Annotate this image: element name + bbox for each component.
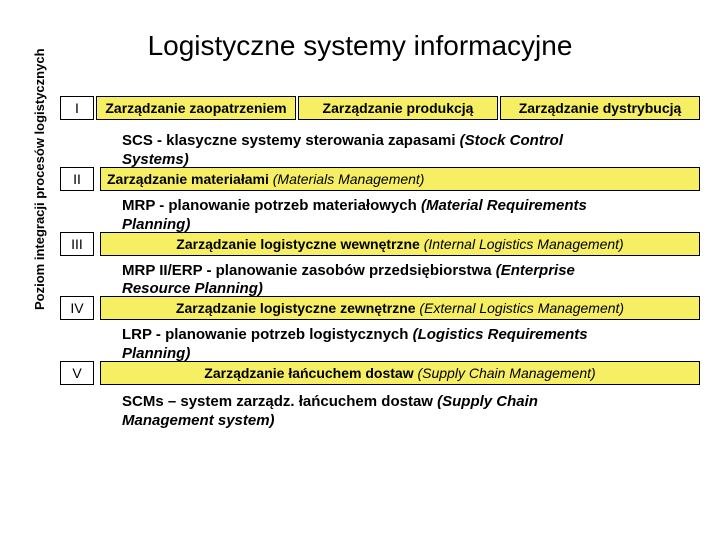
level-iv-box: Zarządzanie logistyczne zewnętrzne (Exte… <box>100 296 700 320</box>
level-iii-desc: MRP - planowanie potrzeb materiałowych (… <box>60 191 700 234</box>
level-iv-desc: MRP II/ERP - planowanie zasobów przedsię… <box>60 256 700 299</box>
level-v-desc: LRP - planowanie potrzeb logistycznych (… <box>60 320 700 363</box>
scs-bold: SCS <box>122 132 153 149</box>
scs-rest: - klasyczne systemy sterowania zapasami <box>153 132 460 149</box>
footer-italic: (Supply Chain <box>437 393 538 410</box>
level-ii-label: II <box>60 167 94 191</box>
mrp2-italic: (Enterprise <box>496 262 575 279</box>
lrp-italic: (Logistics Requirements <box>413 326 588 343</box>
level-iii-label: III <box>60 232 94 256</box>
level-ii-box-italic: (Materials Management) <box>273 171 425 187</box>
level-v-row: V Zarządzanie łańcuchem dostaw (Supply C… <box>60 361 700 385</box>
footer-line2: Management system) <box>122 412 275 429</box>
level-iv-label: IV <box>60 296 94 320</box>
level-v-box-main: Zarządzanie łańcuchem dostaw <box>204 365 417 381</box>
level-i-label: I <box>60 96 94 120</box>
level-iii-box: Zarządzanie logistyczne wewnętrzne (Inte… <box>100 232 700 256</box>
mrp-bold: MRP <box>122 197 155 214</box>
level-v-box: Zarządzanie łańcuchem dostaw (Supply Cha… <box>100 361 700 385</box>
level-ii-box: Zarządzanie materiałami (Materials Manag… <box>100 167 700 191</box>
level-i-row: I Zarządzanie zaopatrzeniem Zarządzanie … <box>60 96 700 120</box>
mrp-rest: - planowanie potrzeb materiałowych <box>155 197 421 214</box>
footer-rest: – system zarządz. łańcuchem dostaw <box>164 393 437 410</box>
level-i-box-2: Zarządzanie produkcją <box>298 96 498 120</box>
level-iii-box-main: Zarządzanie logistyczne wewnętrzne <box>176 236 423 252</box>
level-v-label: V <box>60 361 94 385</box>
level-i-box-1: Zarządzanie zaopatrzeniem <box>96 96 296 120</box>
mrp-italic: (Material Requirements <box>421 197 587 214</box>
page-title: Logistyczne systemy informacyjne <box>0 0 720 80</box>
level-v-box-italic: (Supply Chain Management) <box>417 365 595 381</box>
level-iv-row: IV Zarządzanie logistyczne zewnętrzne (E… <box>60 296 700 320</box>
level-iii-box-italic: (Internal Logistics Management) <box>424 236 624 252</box>
level-iii-row: III Zarządzanie logistyczne wewnętrzne (… <box>60 232 700 256</box>
level-i-box-3: Zarządzanie dystrybucją <box>500 96 700 120</box>
level-ii-box-main: Zarządzanie materiałami <box>107 171 273 187</box>
mrp2-rest: - planowanie zasobów przedsiębiorstwa <box>202 262 495 279</box>
footer-desc: SCMs – system zarządz. łańcuchem dostaw … <box>60 385 700 431</box>
level-ii-desc: SCS - klasyczne systemy sterowania zapas… <box>60 126 700 169</box>
y-axis-label: Poziom integracji procesów logistycznych <box>32 48 47 310</box>
level-iv-box-main: Zarządzanie logistyczne zewnętrzne <box>176 300 420 316</box>
footer-bold: SCMs <box>122 393 164 410</box>
diagram-content: I Zarządzanie zaopatrzeniem Zarządzanie … <box>60 96 700 431</box>
lrp-bold: LRP <box>122 326 152 343</box>
scs-italic: (Stock Control <box>460 132 563 149</box>
lrp-rest: - planowanie potrzeb logistycznych <box>152 326 413 343</box>
mrp2-bold: MRP II/ERP <box>122 262 202 279</box>
level-ii-row: II Zarządzanie materiałami (Materials Ma… <box>60 167 700 191</box>
level-iv-box-italic: (External Logistics Management) <box>419 300 624 316</box>
